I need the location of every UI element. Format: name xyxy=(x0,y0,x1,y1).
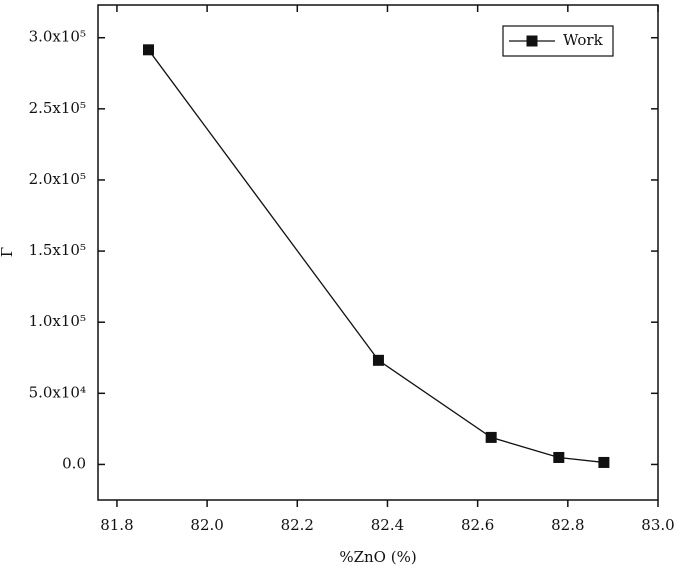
marker xyxy=(553,451,565,463)
legend-marker xyxy=(526,35,538,47)
legend-label: Work xyxy=(563,31,604,49)
x-tick-label: 82.8 xyxy=(551,516,584,534)
x-tick-label: 81.8 xyxy=(100,516,133,534)
x-tick-label: 82.0 xyxy=(190,516,223,534)
y-tick-label: 2.5x10⁵ xyxy=(29,99,86,117)
marker xyxy=(485,431,497,443)
x-tick-label: 82.2 xyxy=(281,516,314,534)
y-tick-label: 3.0x10⁵ xyxy=(29,28,86,46)
y-tick-label: 2.0x10⁵ xyxy=(29,170,86,188)
y-tick-label: 1.0x10⁵ xyxy=(29,312,86,330)
plot-frame xyxy=(97,4,659,501)
x-axis-label: %ZnO (%) xyxy=(339,548,416,566)
line xyxy=(147,49,604,464)
y-tick-label: 0.0 xyxy=(62,454,86,472)
marker xyxy=(142,44,154,56)
x-tick-label: 82.6 xyxy=(461,516,494,534)
y-axis-label: Γ xyxy=(0,247,16,257)
x-tick-label: 83.0 xyxy=(641,516,674,534)
x-tick-label: 82.4 xyxy=(371,516,404,534)
marker xyxy=(372,354,384,366)
y-tick-label: 5.0x10⁴ xyxy=(29,383,86,401)
marker xyxy=(598,456,610,468)
y-tick-label: 1.5x10⁵ xyxy=(29,241,86,259)
